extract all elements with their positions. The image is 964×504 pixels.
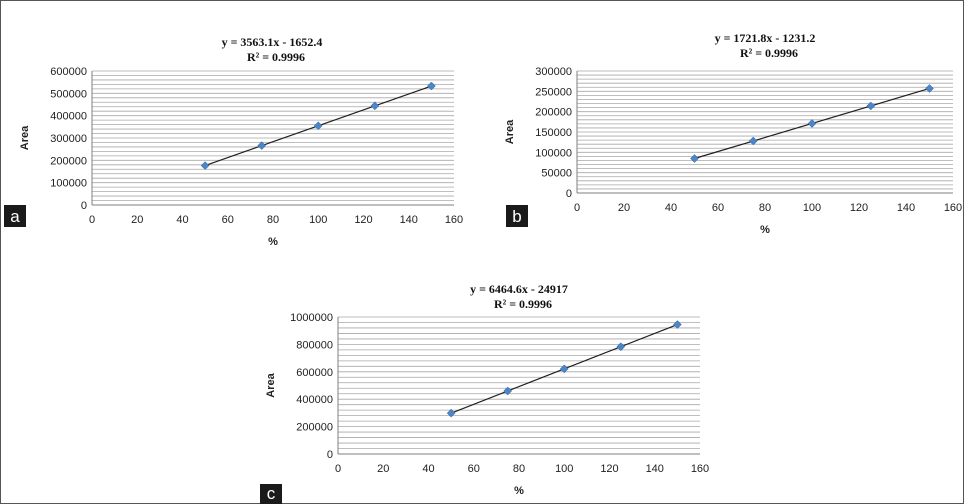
chart-b: 0 50000 100000 150000 200000 250000 300000 0 20 4… <box>504 31 962 236</box>
chart-a-panel-label: a <box>10 207 20 226</box>
chart-a-y-tick-label: 100000 <box>50 178 87 190</box>
chart-a-x-tick-label: 60 <box>222 214 234 226</box>
chart-a-y-tick-label: 400000 <box>50 111 87 123</box>
chart-c-y-tick-label: 400000 <box>296 394 333 406</box>
chart-c-x-tick-label: 140 <box>646 463 664 475</box>
chart-c-y-tick-label: 600000 <box>296 367 333 379</box>
chart-a-y-axis-title: Area <box>19 125 31 150</box>
chart-b-data-point <box>807 119 817 128</box>
chart-b-panel-label: b <box>512 207 521 226</box>
chart-c-data-point <box>503 386 513 396</box>
chart-b-y-tick-label: 50000 <box>541 168 572 180</box>
chart-b-equation: y = 1721.8x - 1231.2 <box>715 31 816 45</box>
chart-b-x-tick-label: 140 <box>897 202 915 214</box>
chart-a-y-tick-label: 200000 <box>50 155 87 167</box>
chart-a-x-tick-label: 40 <box>176 214 188 226</box>
chart-b-r-squared: R² = 0.9996 <box>740 46 798 60</box>
chart-a-y-tick-label: 300000 <box>50 133 87 145</box>
chart-b-data-point <box>690 154 699 163</box>
chart-c-panel-label: c <box>267 484 276 503</box>
chart-a-data-point <box>427 81 436 91</box>
chart-a-equation: y = 3563.1x - 1652.4 <box>222 35 323 49</box>
chart-a-x-axis-title: % <box>268 236 278 248</box>
chart-c-x-tick-label: 100 <box>555 463 573 475</box>
chart-c-equation: y = 6464.6x - 24917 <box>470 282 568 296</box>
chart-b-data-point <box>866 101 876 111</box>
chart-a-data-point <box>200 161 210 170</box>
chart-c-data-point <box>559 364 569 374</box>
chart-a-r-squared: R² = 0.9996 <box>247 50 305 64</box>
chart-c-y-axis-title: Area <box>265 372 277 397</box>
chart-c-x-tick-label: 40 <box>422 463 434 475</box>
chart-a-y-tick-label: 500000 <box>50 88 87 100</box>
chart-b-x-tick-label: 40 <box>665 202 677 214</box>
chart-c-r-squared: R² = 0.9996 <box>494 297 552 311</box>
chart-b-y-tick-label: 0 <box>566 188 572 200</box>
chart-a-x-tick-label: 160 <box>445 214 463 226</box>
chart-b-y-tick-label: 300000 <box>535 66 572 78</box>
chart-b-x-tick-label: 100 <box>803 202 821 214</box>
chart-b-x-tick-label: 60 <box>712 202 724 214</box>
chart-a-x-tick-label: 140 <box>400 214 418 226</box>
chart-a-data-point <box>257 141 267 150</box>
chart-a-data-point <box>370 101 380 111</box>
chart-c-data-point <box>673 320 682 329</box>
chart-a-y-tick-label: 0 <box>81 200 87 212</box>
chart-b-y-tick-label: 250000 <box>535 86 572 98</box>
chart-b-data-point <box>925 84 934 93</box>
chart-a-data-point <box>313 121 323 131</box>
chart-b-panel-label-box <box>506 205 528 227</box>
chart-c-y-tick-label: 800000 <box>296 339 333 351</box>
chart-b-x-tick-label: 120 <box>850 202 868 214</box>
chart-c-x-tick-label: 60 <box>468 463 480 475</box>
chart-b-x-tick-label: 0 <box>574 202 580 214</box>
chart-b-x-axis-title: % <box>760 224 770 236</box>
chart-a: 0 100000 200000 300000 400000 500000 600000 0 20… <box>4 35 463 248</box>
chart-c-x-axis-title: % <box>514 485 524 497</box>
chart-c-y-tick-label: 0 <box>327 449 333 461</box>
chart-c-x-tick-label: 0 <box>335 463 341 475</box>
chart-b-y-tick-label: 150000 <box>535 127 572 139</box>
chart-b-y-tick-label: 200000 <box>535 107 572 119</box>
chart-b-y-tick-label: 100000 <box>535 147 572 159</box>
chart-a-x-tick-label: 0 <box>89 214 95 226</box>
chart-c-x-tick-label: 160 <box>691 463 709 475</box>
chart-c-data-point <box>616 342 626 352</box>
chart-c: 0 200000 400000 600000 800000 1000000 0 20 40 60 8… <box>260 282 709 504</box>
chart-a-panel-label-box <box>4 205 26 227</box>
chart-a-y-tick-label: 600000 <box>50 66 87 78</box>
chart-a-x-tick-label: 80 <box>267 214 279 226</box>
chart-c-panel-label-box <box>260 484 282 504</box>
chart-c-y-tick-label: 200000 <box>296 422 333 434</box>
chart-b-data-point <box>748 136 758 146</box>
chart-b-x-tick-label: 20 <box>618 202 630 214</box>
chart-a-x-tick-label: 20 <box>131 214 143 226</box>
chart-b-y-axis-title: Area <box>504 119 516 144</box>
chart-c-x-tick-label: 120 <box>600 463 618 475</box>
chart-a-x-tick-label: 100 <box>309 214 327 226</box>
chart-c-x-tick-label: 80 <box>513 463 525 475</box>
chart-c-x-tick-label: 20 <box>377 463 389 475</box>
chart-c-data-point <box>446 408 456 418</box>
chart-b-x-tick-label: 160 <box>944 202 962 214</box>
chart-a-x-tick-label: 120 <box>354 214 372 226</box>
chart-b-x-tick-label: 80 <box>759 202 771 214</box>
chart-c-y-tick-label: 1000000 <box>290 312 333 324</box>
